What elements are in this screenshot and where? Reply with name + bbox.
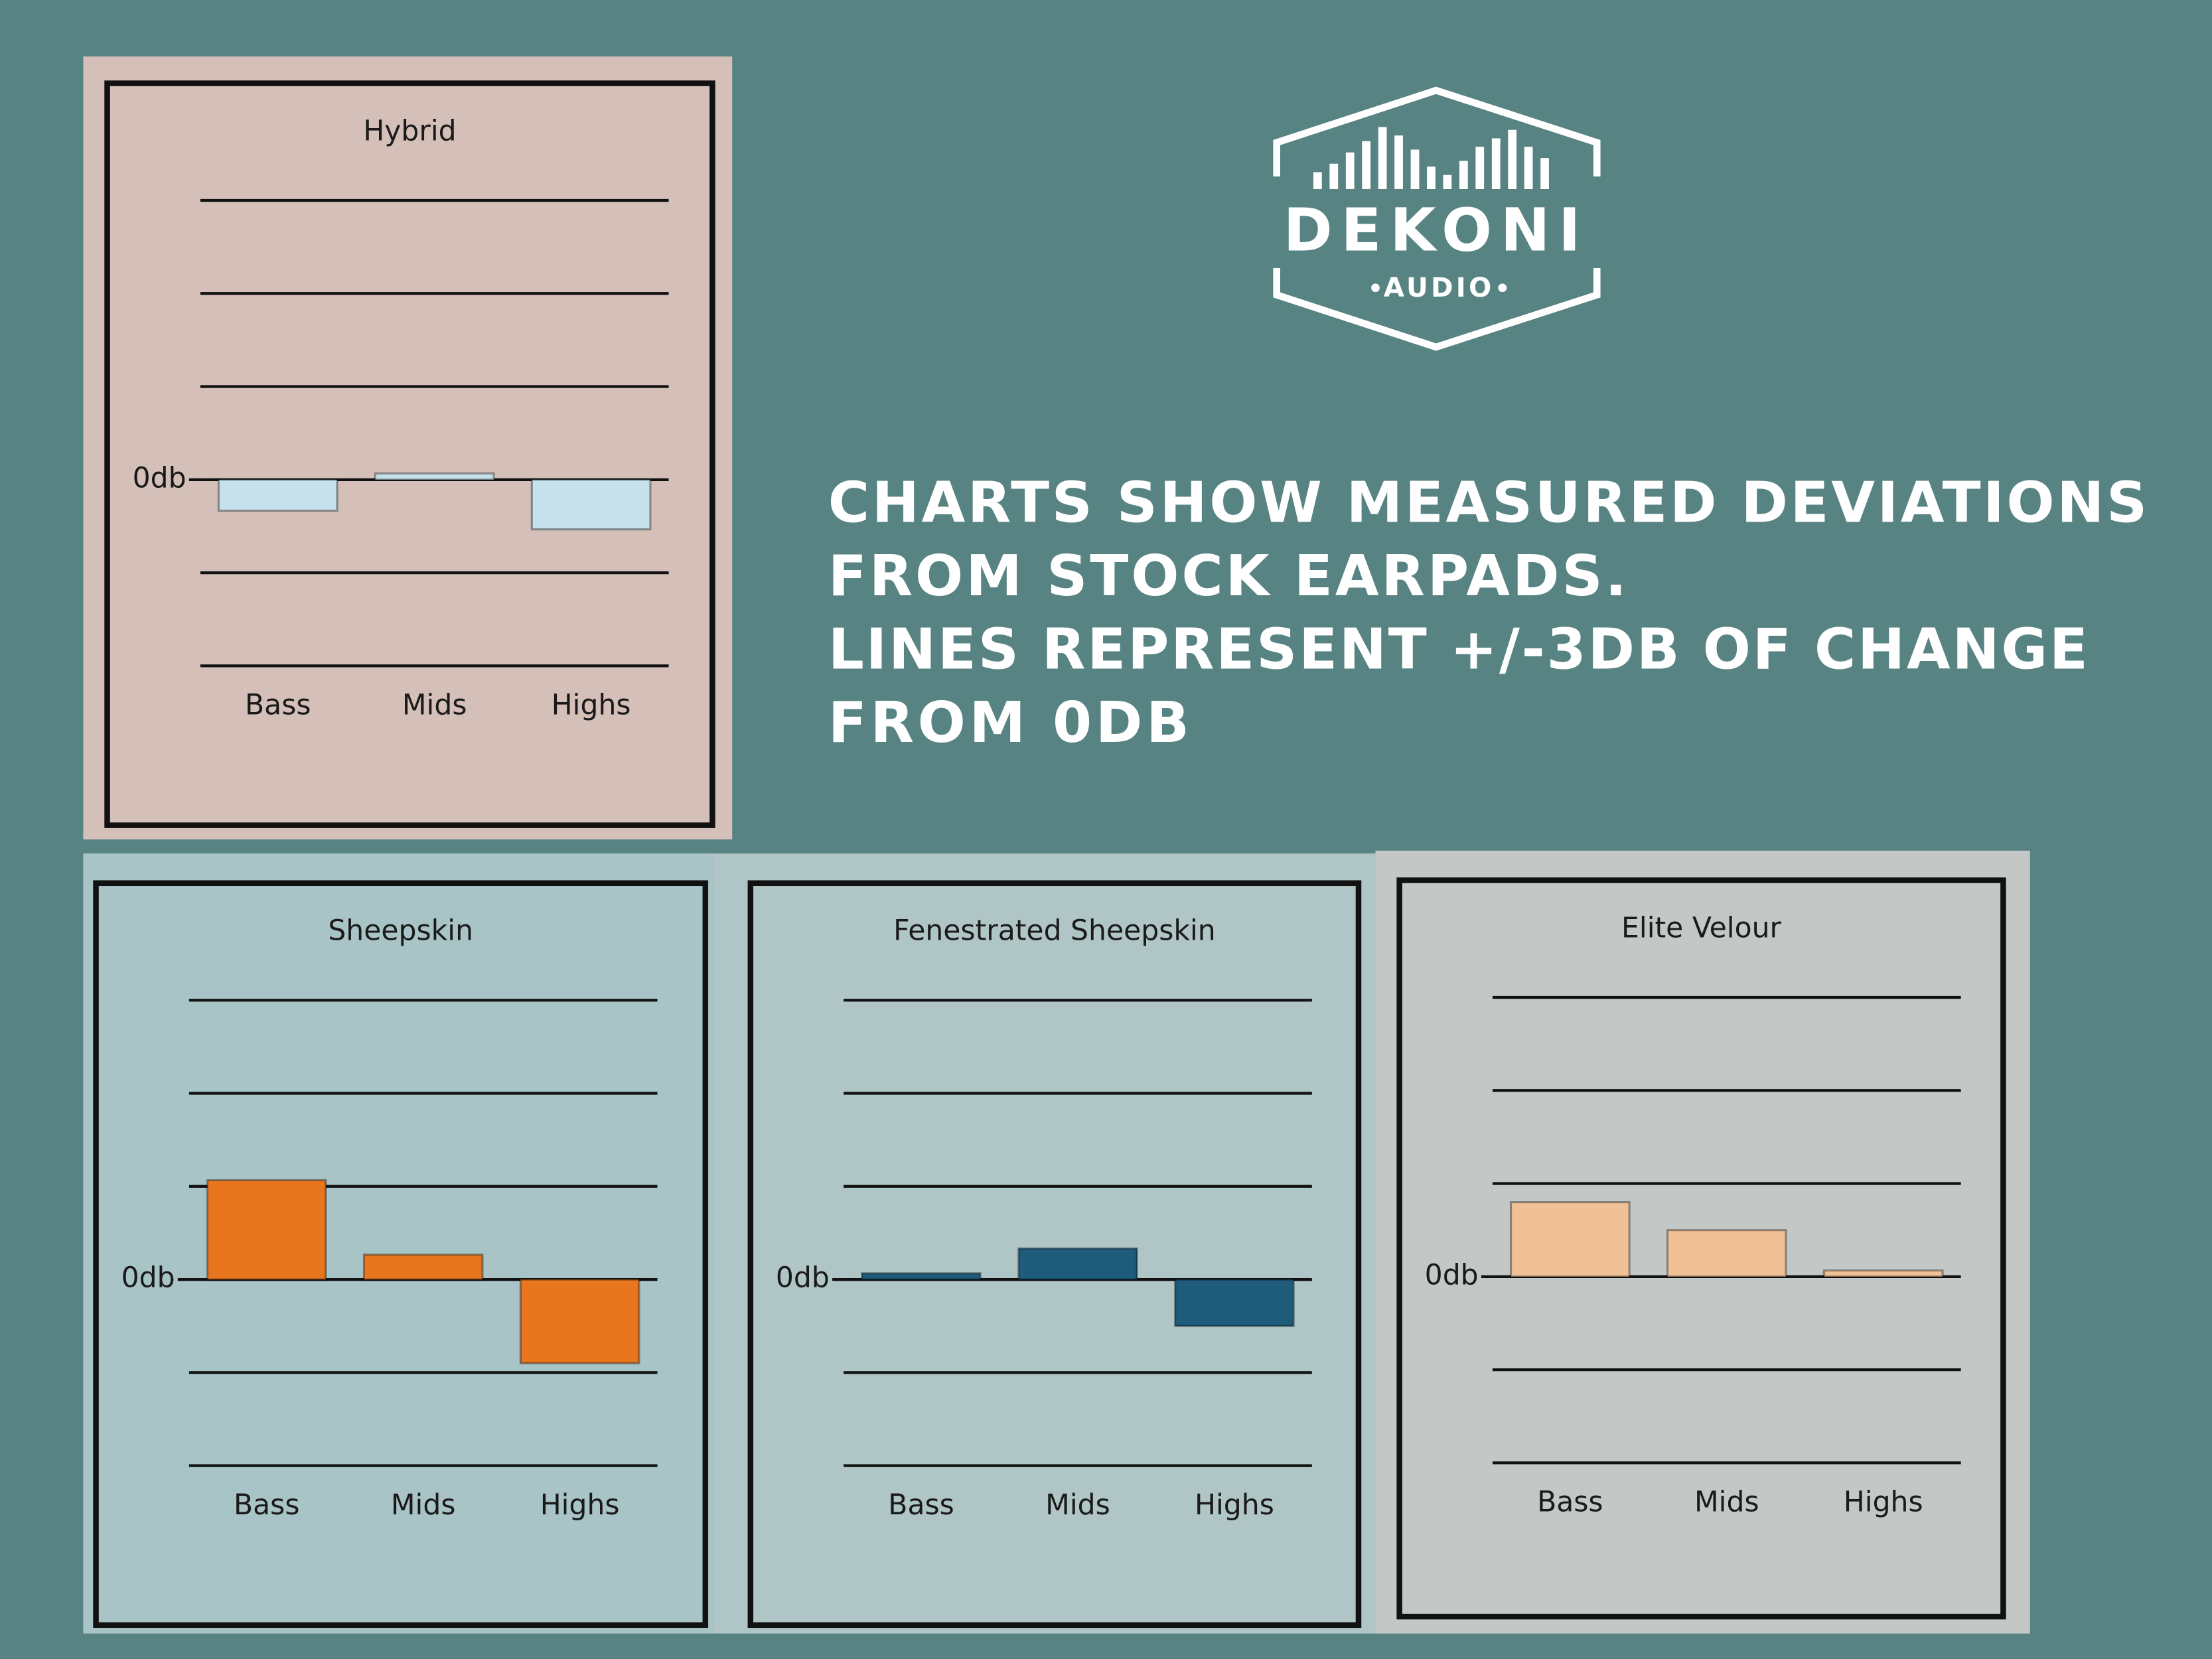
x-tick-label: Mids xyxy=(1694,1486,1759,1519)
logo-bar xyxy=(1329,163,1339,189)
logo-bar xyxy=(1427,166,1436,189)
x-tick-label: Highs xyxy=(540,1489,620,1522)
x-tick-label: Bass xyxy=(245,689,311,722)
logo-bar xyxy=(1491,138,1501,189)
bar xyxy=(1017,1247,1138,1281)
logo-bar xyxy=(1378,127,1387,189)
y-tick-label: 0db xyxy=(133,462,186,494)
logo-bar xyxy=(1394,135,1403,189)
bar xyxy=(530,478,652,531)
headline: CHARTS SHOW MEASURED DEVIATIONS xyxy=(828,470,2147,536)
logo-frame xyxy=(1273,267,1601,351)
bar xyxy=(861,1272,982,1281)
logo-bar xyxy=(1345,152,1355,189)
x-tick-label: Bass xyxy=(234,1489,300,1522)
x-tick-label: Mids xyxy=(1045,1489,1110,1522)
x-tick-label: Mids xyxy=(402,689,467,722)
bar xyxy=(1174,1278,1295,1327)
x-tick-label: Bass xyxy=(888,1489,954,1522)
chart-title: Sheepskin xyxy=(328,915,473,948)
headline: FROM STOCK EARPADS. xyxy=(828,543,1627,609)
x-tick-label: Highs xyxy=(552,689,631,722)
logo-bar xyxy=(1524,147,1533,189)
logo xyxy=(1273,86,1601,351)
x-tick-label: Bass xyxy=(1537,1486,1603,1519)
bar xyxy=(374,472,495,481)
logo-bar xyxy=(1475,147,1485,189)
panel xyxy=(83,853,713,1634)
chart-frame xyxy=(93,880,709,1628)
bar xyxy=(217,478,338,512)
x-tick-label: Mids xyxy=(391,1489,456,1522)
logo-frame xyxy=(1273,86,1601,177)
logo-bars xyxy=(1313,127,1549,189)
panel xyxy=(712,853,1376,1634)
bar xyxy=(1509,1200,1631,1278)
logo-brand: DEKONI xyxy=(1284,196,1589,265)
bar xyxy=(519,1278,640,1364)
chart-frame xyxy=(1396,877,2006,1620)
bar xyxy=(206,1179,327,1281)
bar xyxy=(1666,1229,1787,1278)
chart-title: Elite Velour xyxy=(1621,912,1781,944)
logo-dot xyxy=(1498,283,1507,293)
chart-frame xyxy=(104,80,715,828)
logo-dot xyxy=(1371,283,1380,293)
y-tick-label: 0db xyxy=(1425,1259,1479,1291)
logo-bar xyxy=(1362,141,1371,189)
logo-bar xyxy=(1443,175,1452,189)
headline: LINES REPRESENT +/-3DB OF CHANGE xyxy=(828,617,2088,683)
logo-bar xyxy=(1459,161,1468,189)
bar xyxy=(362,1254,484,1281)
y-tick-label: 0db xyxy=(121,1262,175,1295)
chart-frame xyxy=(747,880,1362,1628)
headline: FROM 0DB xyxy=(828,690,1189,756)
logo-bar xyxy=(1313,172,1322,189)
logo-bar xyxy=(1540,158,1549,189)
logo-bar xyxy=(1410,149,1420,189)
bar xyxy=(1822,1269,1944,1278)
logo-bar xyxy=(1508,129,1517,189)
x-tick-label: Highs xyxy=(1844,1486,1923,1519)
panel xyxy=(83,56,733,839)
y-tick-label: 0db xyxy=(776,1262,830,1295)
chart-title: Fenestrated Sheepskin xyxy=(893,915,1216,948)
chart-title: Hybrid xyxy=(363,115,456,147)
x-tick-label: Highs xyxy=(1195,1489,1274,1522)
logo-sub: AUDIO xyxy=(1384,272,1495,303)
